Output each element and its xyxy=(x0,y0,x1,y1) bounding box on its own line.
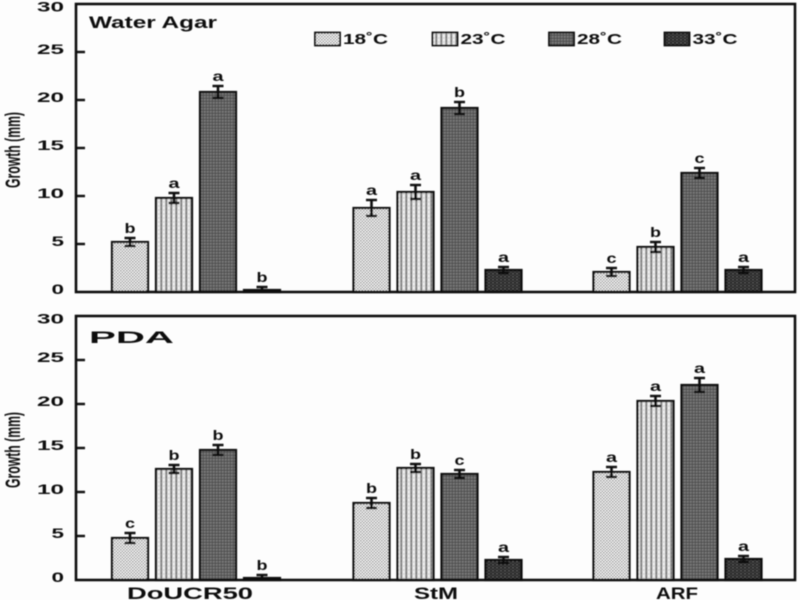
svg-text:18˚C: 18˚C xyxy=(343,31,388,48)
svg-text:10: 10 xyxy=(37,185,64,201)
svg-text:c: c xyxy=(607,250,617,266)
svg-text:a: a xyxy=(169,175,180,191)
svg-text:33˚C: 33˚C xyxy=(693,31,738,48)
svg-text:a: a xyxy=(606,449,617,465)
svg-text:a: a xyxy=(498,539,509,555)
svg-text:a: a xyxy=(213,68,224,84)
svg-text:Growth (mm): Growth (mm) xyxy=(1,112,24,188)
svg-text:c: c xyxy=(125,515,135,531)
svg-text:b: b xyxy=(366,480,377,496)
svg-text:PDA: PDA xyxy=(89,328,174,347)
svg-text:30: 30 xyxy=(37,0,64,15)
svg-text:ARF: ARF xyxy=(656,584,698,600)
svg-text:b: b xyxy=(257,557,268,573)
svg-text:20: 20 xyxy=(37,393,64,409)
svg-text:DoUCR50: DoUCR50 xyxy=(127,584,253,600)
svg-text:b: b xyxy=(169,447,180,463)
svg-text:a: a xyxy=(694,360,705,376)
svg-text:b: b xyxy=(650,224,661,240)
svg-text:b: b xyxy=(410,446,421,462)
svg-text:Water Agar: Water Agar xyxy=(89,13,218,32)
svg-text:b: b xyxy=(213,427,224,443)
svg-text:a: a xyxy=(366,182,377,198)
svg-text:23˚C: 23˚C xyxy=(461,31,506,48)
svg-text:c: c xyxy=(695,150,705,166)
svg-text:25: 25 xyxy=(37,41,64,57)
svg-text:0: 0 xyxy=(52,281,65,297)
svg-text:c: c xyxy=(455,452,465,468)
svg-text:10: 10 xyxy=(37,481,64,497)
svg-text:15: 15 xyxy=(37,437,64,453)
svg-text:5: 5 xyxy=(52,525,65,541)
svg-text:b: b xyxy=(125,220,136,236)
svg-text:15: 15 xyxy=(37,137,64,153)
svg-text:0: 0 xyxy=(52,569,65,585)
svg-text:a: a xyxy=(498,249,509,265)
svg-text:a: a xyxy=(410,167,421,183)
svg-text:20: 20 xyxy=(37,89,64,105)
svg-text:5: 5 xyxy=(52,233,65,249)
svg-text:25: 25 xyxy=(37,349,64,365)
svg-text:Growth (mm): Growth (mm) xyxy=(1,412,24,488)
svg-text:StM: StM xyxy=(414,584,458,600)
svg-text:a: a xyxy=(738,538,749,554)
svg-text:a: a xyxy=(650,378,661,394)
svg-text:b: b xyxy=(257,269,268,285)
svg-text:b: b xyxy=(454,84,465,100)
svg-text:a: a xyxy=(738,249,749,265)
svg-text:28˚C: 28˚C xyxy=(577,31,622,48)
svg-text:30: 30 xyxy=(37,311,64,327)
